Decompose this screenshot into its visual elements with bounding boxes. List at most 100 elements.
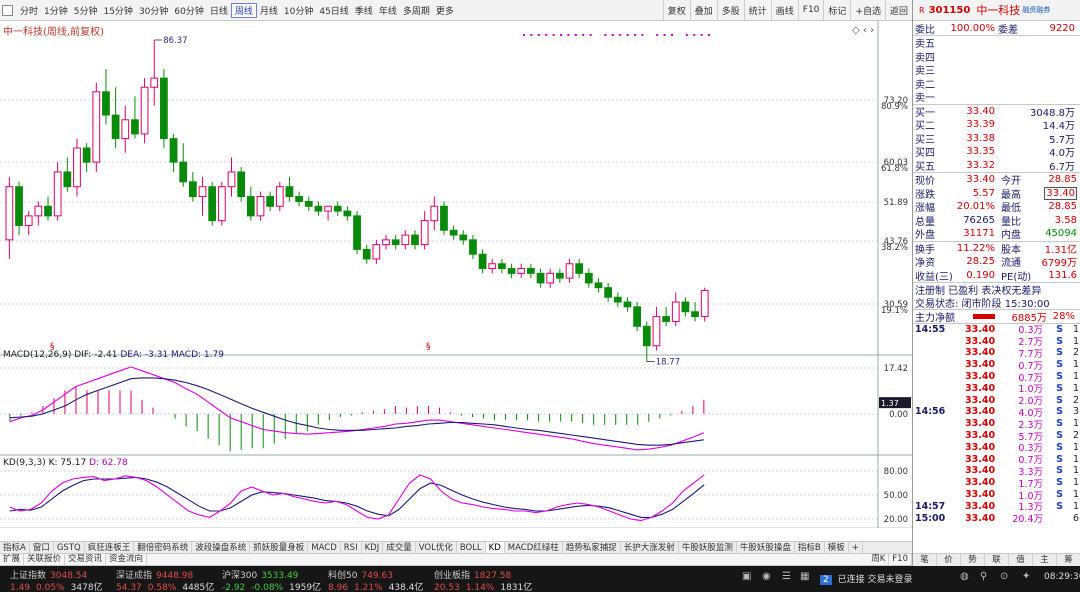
period-tab[interactable]: 多周期 [402, 6, 430, 17]
index-quote[interactable]: 科创50 749.63 [328, 568, 393, 581]
indicator-tab[interactable]: MACD [308, 542, 341, 553]
buy-row[interactable]: 买一 33.40 3048.8万 [913, 105, 1080, 119]
tool-button[interactable]: +自选 [850, 0, 885, 20]
indicator-tab[interactable]: 成交量 [383, 542, 416, 553]
sub-tab[interactable]: 资金流向 [106, 554, 148, 565]
sub-tab[interactable]: 关联报价 [24, 554, 66, 565]
period-tab[interactable]: 1分钟 [44, 6, 68, 17]
panel-tab[interactable]: 筹 [1057, 554, 1080, 566]
period-tab[interactable]: 10分钟 [283, 6, 314, 17]
sub-tab[interactable]: 扩展 [0, 554, 25, 565]
tick-vol: 3.3万 [1018, 466, 1043, 478]
indicator-tab[interactable]: 指标B [795, 542, 825, 553]
toolbar-checkbox[interactable] [2, 4, 13, 16]
grid-icon[interactable]: ▦ [800, 571, 810, 582]
lock-icon[interactable]: ⊙ [1000, 571, 1009, 582]
tool-button[interactable]: 叠加 [689, 0, 717, 20]
indicator-tab[interactable]: 长护大涨发射 [621, 542, 679, 553]
order-label: 买五 [915, 161, 935, 173]
indicator-tab[interactable]: + [849, 542, 863, 553]
tick-time: 14:55 [915, 323, 946, 335]
panel-tab[interactable]: 值 [1009, 554, 1033, 566]
buy-row[interactable]: 买五 33.32 6.7万 [913, 159, 1080, 173]
period-tab[interactable]: 季线 [354, 6, 373, 17]
monitor-icon[interactable]: ▣ [742, 571, 752, 582]
period-tab[interactable]: 60分钟 [174, 6, 204, 17]
indicator-tab[interactable]: 趋势私家捕捉 [563, 542, 621, 553]
sub-tab-right[interactable]: 周K [868, 554, 890, 565]
indicator-tab[interactable]: 牛股妖股监测 [679, 542, 737, 553]
indicator-tab[interactable]: 翻倍密码系统 [134, 542, 193, 553]
tool-button[interactable]: 标记 [823, 0, 850, 20]
indicator-tab[interactable]: MACD红绿柱 [505, 542, 563, 553]
indicator-tab[interactable]: KD [485, 542, 505, 553]
chevron-right-icon[interactable]: › [870, 25, 875, 36]
indicator-tab[interactable]: RSI [341, 542, 362, 553]
panel-tab[interactable]: 主 [1033, 554, 1057, 566]
buy-row[interactable]: 买四 33.35 4.0万 [913, 145, 1080, 159]
indicator-tab[interactable]: 牛股妖股操盘 [737, 542, 795, 553]
indicator-tab[interactable]: 指标A [0, 542, 30, 553]
index-quote[interactable]: 创业板指 1827.58 [434, 568, 511, 581]
indicator-tab[interactable]: 模板 [825, 542, 849, 553]
period-tab[interactable]: 周线 [230, 2, 257, 18]
globe-icon[interactable]: ◍ [960, 571, 969, 582]
panel-tab[interactable]: 联 [985, 554, 1009, 566]
tool-button[interactable]: 返回 [884, 0, 912, 20]
indicator-tab[interactable]: 波段操盘系统 [192, 542, 251, 553]
indicator-tab[interactable]: GSTQ [54, 542, 85, 553]
candle-body [198, 186, 207, 198]
sell-row[interactable]: 卖四 [913, 50, 1080, 64]
settings-icon[interactable]: ✦ [1022, 571, 1031, 582]
main-flow-bar [973, 313, 995, 319]
tool-button[interactable]: 统计 [743, 0, 771, 20]
indicator-tab[interactable]: 窗口 [30, 542, 54, 553]
panel-tab[interactable]: 笔 [913, 554, 937, 566]
period-tab[interactable]: 更多 [435, 6, 454, 17]
tool-button[interactable]: 复权 [662, 0, 690, 20]
period-tab[interactable]: 年线 [378, 6, 397, 17]
list-icon[interactable]: ☰ [782, 571, 791, 582]
sub-tab[interactable]: 交易资讯 [65, 554, 107, 565]
indicator-tab[interactable]: KDJ [362, 542, 384, 553]
period-tab[interactable]: 30分钟 [138, 6, 169, 17]
indicator-tab[interactable]: VOL优化 [416, 542, 457, 553]
diamond-icon[interactable]: ◇ [852, 25, 860, 36]
connection-status[interactable]: 2 已连接 交易未登录 [820, 572, 912, 585]
sell-row[interactable]: 卖一 [913, 90, 1080, 104]
tool-button[interactable]: F10 [797, 0, 824, 20]
kline-chart-area[interactable]: 73.20 60.03 51.89 43.76 30.59 17.42 80.9% 61.8%… [0, 21, 912, 528]
panel-tab[interactable]: 价 [937, 554, 961, 566]
period-tab[interactable]: 5分钟 [73, 6, 98, 17]
tick-list[interactable]: 14:55 33.40 0.3万 S 1 33.40 2.7万 S 1 33.40 7.7万 S 2 33… [913, 322, 1080, 525]
indicator-tab[interactable]: 疯狂连板王 [85, 542, 135, 553]
quote-label: 涨幅 [915, 203, 935, 215]
period-tab[interactable]: 月线 [259, 6, 278, 17]
sell-row[interactable]: 卖三 [913, 63, 1080, 77]
speaker-icon[interactable]: ◉ [762, 571, 771, 582]
sub-tab-right[interactable]: F10 [889, 554, 912, 565]
chart-nav-icons[interactable]: ◇ ‹ › [852, 25, 874, 36]
tick-side: S [1056, 465, 1063, 477]
index-quote[interactable]: 深证成指 9448.98 [116, 568, 193, 581]
period-tab[interactable]: 日线 [209, 6, 228, 17]
indicator-tab[interactable]: 抓妖股量身板 [250, 542, 309, 553]
indicator-tab[interactable]: BOLL [457, 542, 486, 553]
period-tab[interactable]: 分时 [20, 6, 39, 17]
buy-row[interactable]: 买二 33.39 14.4万 [913, 118, 1080, 132]
period-tab[interactable]: 45日线 [319, 6, 349, 17]
kline-chart[interactable]: 73.20 60.03 51.89 43.76 30.59 17.42 80.9% 61.8%… [0, 21, 912, 528]
tool-button[interactable]: 多股 [716, 0, 744, 20]
index-quote[interactable]: 沪深300 3533.49 [222, 568, 298, 581]
panel-tab[interactable]: 势 [961, 554, 985, 566]
sell-row[interactable]: 卖二 [913, 77, 1080, 91]
search-icon[interactable]: ⚲ [980, 571, 988, 582]
sell-row[interactable]: 卖五 [913, 36, 1080, 50]
tick-row: 33.40 5.7万 S 2 [913, 430, 1080, 443]
period-tab[interactable]: 15分钟 [103, 6, 133, 17]
chevron-left-icon[interactable]: ‹ [862, 25, 867, 36]
index-quote[interactable]: 上证指数 3048.54 [10, 568, 87, 581]
price-label: 43.76 [884, 237, 908, 247]
buy-row[interactable]: 买三 33.38 5.7万 [913, 132, 1080, 146]
tool-button[interactable]: 画线 [770, 0, 798, 20]
